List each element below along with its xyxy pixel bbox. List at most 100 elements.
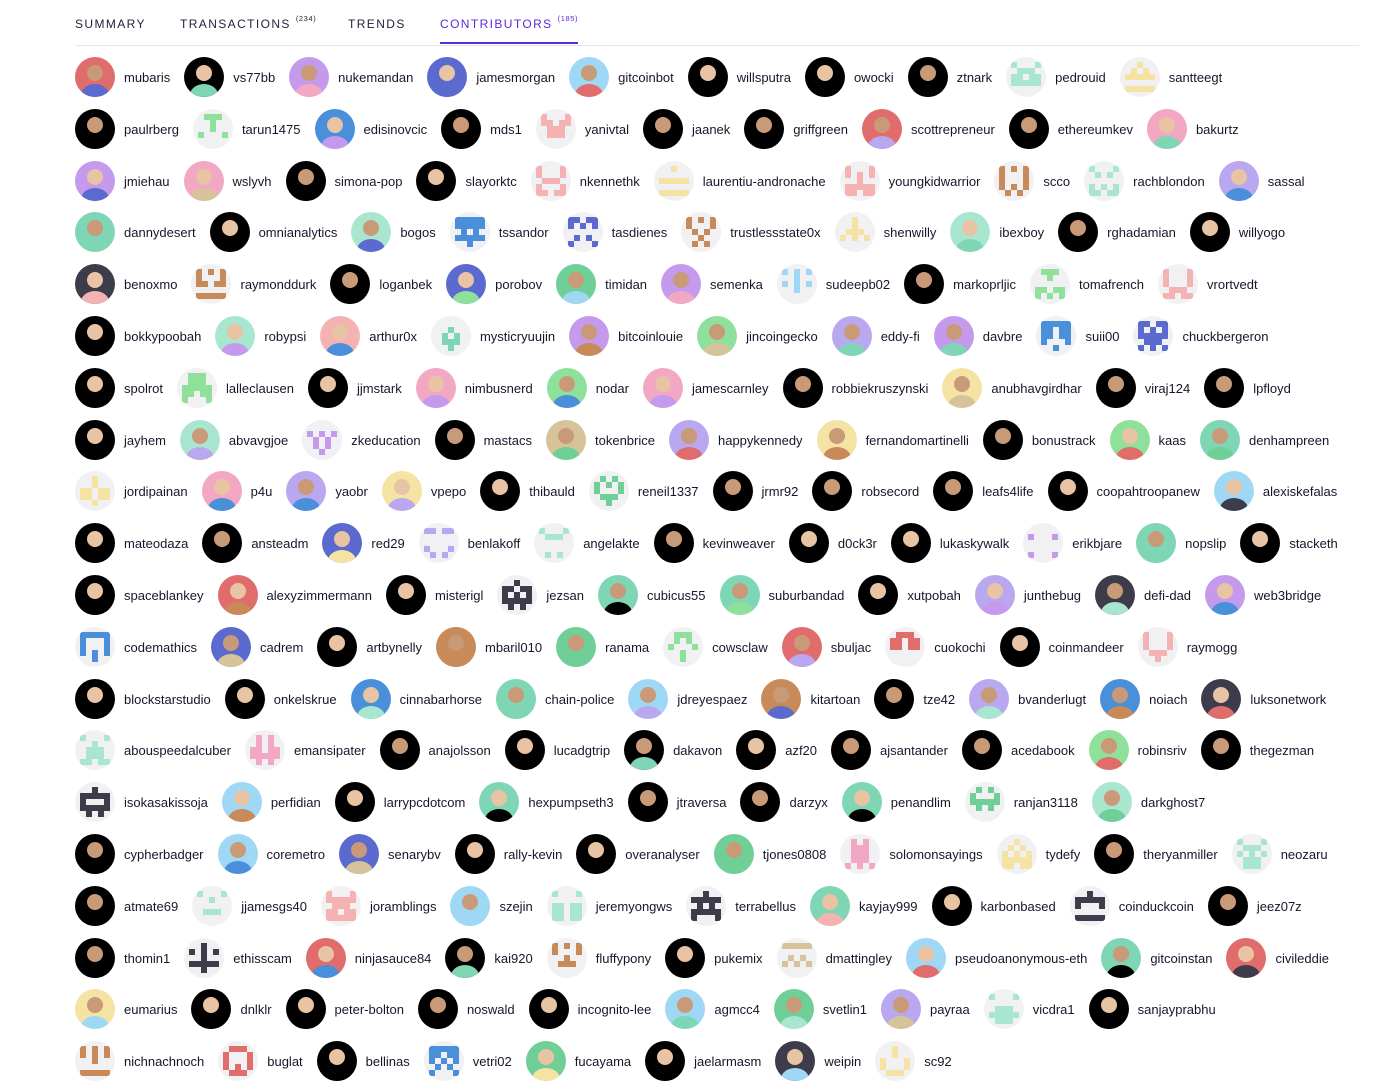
contributor-item[interactable]: jrmr92	[712, 471, 798, 511]
contributor-item[interactable]: cubicus55	[597, 575, 706, 615]
contributor-item[interactable]: pseudoanonymous-eth	[906, 938, 1087, 978]
contributor-item[interactable]: noiach	[1100, 679, 1187, 719]
contributor-item[interactable]: blockstarstudio	[75, 679, 211, 719]
contributor-item[interactable]: alexiskefalas	[1213, 471, 1337, 511]
contributor-item[interactable]: cinnabarhorse	[350, 679, 482, 719]
contributor-item[interactable]: d0ck3r	[788, 523, 877, 563]
contributor-item[interactable]: tasdienes	[562, 212, 667, 252]
contributor-item[interactable]: theryanmiller	[1094, 834, 1218, 874]
contributor-item[interactable]: sassal	[1218, 161, 1305, 201]
contributor-item[interactable]: robbiekruszynski	[782, 368, 928, 408]
contributor-item[interactable]: mubaris	[75, 57, 170, 97]
contributor-item[interactable]: sc92	[875, 1041, 952, 1081]
contributor-item[interactable]: dannydesert	[75, 212, 196, 252]
contributor-item[interactable]: paulrberg	[75, 109, 179, 149]
contributor-item[interactable]: willsputra	[687, 57, 791, 97]
contributor-item[interactable]: hexpumpseth3	[479, 782, 614, 822]
contributor-item[interactable]: mds1	[441, 109, 522, 149]
contributor-item[interactable]: fucayama	[525, 1041, 631, 1081]
contributor-item[interactable]: alexyzimmermann	[217, 575, 372, 615]
contributor-item[interactable]: cypherbadger	[75, 834, 204, 874]
contributor-item[interactable]: spolrot	[75, 368, 163, 408]
contributor-item[interactable]: overanalyser	[576, 834, 700, 874]
tab-transactions[interactable]: TRANSACTIONS (234)	[180, 14, 316, 31]
contributor-item[interactable]: jdreyespaez	[628, 679, 747, 719]
contributor-item[interactable]: benlakoff	[418, 523, 520, 563]
contributor-item[interactable]: bokkypoobah	[75, 316, 201, 356]
contributor-item[interactable]: laurentiu-andronache	[653, 161, 826, 201]
contributor-item[interactable]: bellinas	[316, 1041, 410, 1081]
contributor-item[interactable]: scottrepreneur	[861, 109, 995, 149]
contributor-item[interactable]: tydefy	[996, 834, 1080, 874]
contributor-item[interactable]: senarybv	[339, 834, 441, 874]
contributor-item[interactable]: anubhavgirdhar	[942, 368, 1082, 408]
contributor-item[interactable]: mysticryuujin	[430, 316, 555, 356]
contributor-item[interactable]: mateodaza	[75, 523, 188, 563]
contributor-item[interactable]: coopahtroopanew	[1047, 471, 1200, 511]
contributor-item[interactable]: noswald	[417, 989, 515, 1029]
contributor-item[interactable]: coinmandeer	[999, 627, 1124, 667]
contributor-item[interactable]: tomafrench	[1029, 264, 1144, 304]
contributor-item[interactable]: dnlklr	[191, 989, 272, 1029]
contributor-item[interactable]: buglat	[218, 1041, 303, 1081]
contributor-item[interactable]: jtraversa	[627, 782, 726, 822]
contributor-item[interactable]: junthebug	[974, 575, 1081, 615]
contributor-item[interactable]: suburbandad	[719, 575, 844, 615]
contributor-item[interactable]: omnianalytics	[209, 212, 337, 252]
contributor-item[interactable]: yaobr	[286, 471, 368, 511]
contributor-item[interactable]: karbonbased	[931, 886, 1056, 926]
contributor-item[interactable]: coinduckcoin	[1069, 886, 1194, 926]
contributor-item[interactable]: nodar	[546, 368, 629, 408]
contributor-item[interactable]: reneil1337	[588, 471, 699, 511]
contributor-item[interactable]: red29	[322, 523, 405, 563]
contributor-item[interactable]: tze42	[874, 679, 955, 719]
contributor-item[interactable]: kaas	[1109, 420, 1186, 460]
contributor-item[interactable]: viraj124	[1095, 368, 1190, 408]
contributor-item[interactable]: lalleclausen	[177, 368, 294, 408]
contributor-item[interactable]: robypsi	[215, 316, 306, 356]
contributor-item[interactable]: joramblings	[320, 886, 436, 926]
contributor-item[interactable]: eddy-fi	[831, 316, 920, 356]
contributor-item[interactable]: jayhem	[75, 420, 166, 460]
contributor-item[interactable]: weipin	[775, 1041, 861, 1081]
contributor-item[interactable]: nukemandan	[289, 57, 413, 97]
contributor-item[interactable]: bvanderlugt	[969, 679, 1086, 719]
contributor-item[interactable]: spaceblankey	[75, 575, 204, 615]
contributor-item[interactable]: benoxmo	[75, 264, 177, 304]
contributor-item[interactable]: denhampreen	[1199, 420, 1329, 460]
contributor-item[interactable]: lucadgtrip	[504, 730, 610, 770]
contributor-item[interactable]: ethereumkev	[1008, 109, 1133, 149]
contributor-item[interactable]: luksonetwork	[1201, 679, 1326, 719]
contributor-item[interactable]: gitcoinbot	[569, 57, 674, 97]
contributor-item[interactable]: jjamesgs40	[192, 886, 307, 926]
contributor-item[interactable]: ethisscam	[184, 938, 292, 978]
contributor-item[interactable]: anajolsson	[379, 730, 491, 770]
contributor-item[interactable]: rghadamian	[1058, 212, 1176, 252]
contributor-item[interactable]: pukemix	[665, 938, 763, 978]
contributor-item[interactable]: rachblondon	[1084, 161, 1205, 201]
contributor-item[interactable]: jmiehau	[75, 161, 170, 201]
contributor-item[interactable]: tarun1475	[192, 109, 301, 149]
contributor-item[interactable]: civileddie	[1226, 938, 1329, 978]
contributor-item[interactable]: arthur0x	[320, 316, 417, 356]
contributor-item[interactable]: kayjay999	[810, 886, 918, 926]
contributor-item[interactable]: angelakte	[534, 523, 640, 563]
contributor-item[interactable]: ibexboy	[950, 212, 1044, 252]
contributor-item[interactable]: p4u	[201, 471, 272, 511]
contributor-item[interactable]: zkeducation	[302, 420, 421, 460]
contributor-item[interactable]: bonustrack	[982, 420, 1096, 460]
contributor-item[interactable]: darkghost7	[1091, 782, 1205, 822]
contributor-item[interactable]: markoprljic	[904, 264, 1016, 304]
contributor-item[interactable]: robinsriv	[1088, 730, 1187, 770]
contributor-item[interactable]: trustlessstate0x	[681, 212, 821, 252]
contributor-item[interactable]: rally-kevin	[454, 834, 562, 874]
contributor-item[interactable]: nichnachnoch	[75, 1041, 204, 1081]
contributor-item[interactable]: solomonsayings	[840, 834, 983, 874]
contributor-item[interactable]: kai920	[445, 938, 533, 978]
contributor-item[interactable]: tssandor	[449, 212, 549, 252]
contributor-item[interactable]: griffgreen	[744, 109, 848, 149]
contributor-item[interactable]: thegezman	[1200, 730, 1314, 770]
contributor-item[interactable]: ansteadm	[202, 523, 308, 563]
contributor-item[interactable]: neozaru	[1231, 834, 1328, 874]
contributor-item[interactable]: mastacs	[434, 420, 532, 460]
